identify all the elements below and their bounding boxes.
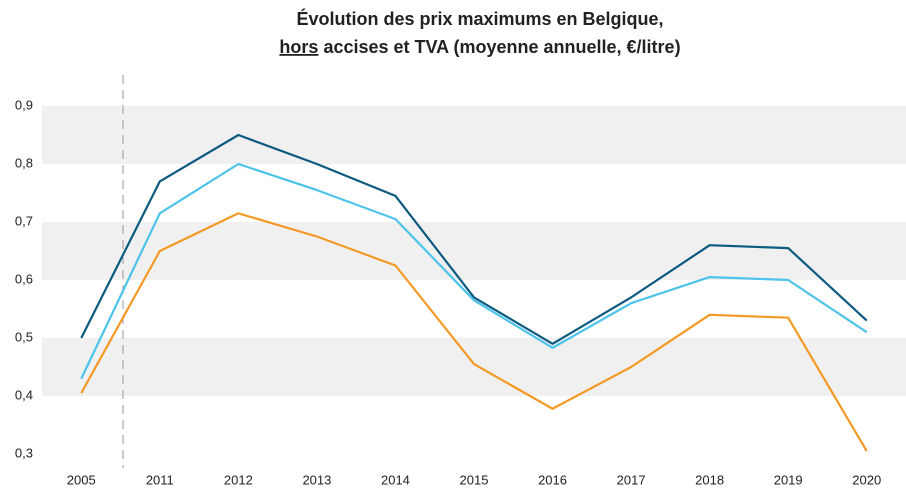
- x-tick-label: 2018: [695, 472, 724, 487]
- x-tick-label: 2015: [460, 472, 489, 487]
- title-rest: accises et TVA (moyenne annuelle, €/litr…: [323, 37, 680, 57]
- grid-band: [42, 222, 906, 280]
- y-tick-label: 0,3: [15, 445, 33, 460]
- y-tick-label: 0,4: [15, 387, 33, 402]
- series-line: [80, 162, 868, 380]
- x-tick-label: 2019: [774, 472, 803, 487]
- chart-title: Évolution des prix maximums en Belgique,: [296, 8, 663, 29]
- y-tick-label: 0,5: [15, 329, 33, 344]
- grid-band: [42, 106, 906, 164]
- x-tick-label: 2011: [146, 472, 174, 487]
- y-tick-label: 0,8: [15, 155, 33, 170]
- y-tick-label: 0,9: [15, 97, 33, 112]
- x-tick-label: 2005: [67, 472, 96, 487]
- x-tick-label: 2017: [617, 472, 646, 487]
- x-tick-label: 2012: [224, 472, 253, 487]
- title-emphasis: hors: [279, 37, 318, 57]
- series-line: [80, 212, 868, 452]
- x-tick-label: 2013: [302, 472, 331, 487]
- y-tick-label: 0,7: [15, 213, 33, 228]
- chart-title: hors accises et TVA (moyenne annuelle, €…: [279, 37, 680, 57]
- x-tick-label: 2016: [538, 472, 567, 487]
- bands: [42, 106, 906, 396]
- x-tick-label: 2014: [381, 472, 410, 487]
- series-line: [80, 133, 868, 345]
- grid-band: [42, 338, 906, 396]
- y-tick-label: 0,6: [15, 271, 33, 286]
- x-tick-label: 2020: [852, 472, 881, 487]
